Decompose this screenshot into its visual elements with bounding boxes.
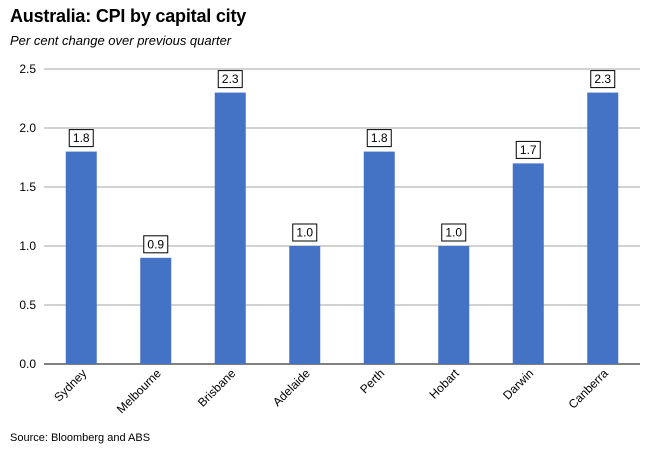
bar-perth xyxy=(363,151,395,364)
bars xyxy=(65,92,619,364)
bar-brisbane xyxy=(214,92,246,364)
data-label-box xyxy=(590,70,616,89)
x-tick-label: Adelaide xyxy=(270,366,313,409)
data-label-text: 0.9 xyxy=(147,237,164,251)
data-label-text: 2.3 xyxy=(222,72,239,86)
data-label: 1.8 xyxy=(68,129,94,148)
data-label-box xyxy=(217,70,243,89)
y-tick-label: 1.5 xyxy=(19,180,36,194)
data-label-box xyxy=(292,223,318,242)
x-tick-label: Sydney xyxy=(51,366,89,404)
bar-sydney xyxy=(65,151,97,364)
data-label: 2.3 xyxy=(590,70,616,89)
data-label: 0.9 xyxy=(143,235,169,254)
data-label: 1.7 xyxy=(515,140,541,159)
x-tick-label: Brisbane xyxy=(195,366,239,410)
y-tick-label: 0.0 xyxy=(19,357,36,371)
data-label-box xyxy=(366,129,392,148)
x-tick-label: Melbourne xyxy=(114,366,164,416)
data-label-box xyxy=(515,140,541,159)
gridlines xyxy=(44,68,640,365)
data-label-box xyxy=(68,129,94,148)
bar-hobart xyxy=(438,246,470,364)
bar-adelaide xyxy=(289,246,321,364)
x-tick-label: Perth xyxy=(357,366,387,396)
bar-canberra xyxy=(587,92,619,364)
data-label: 2.3 xyxy=(217,70,243,89)
data-label: 1.0 xyxy=(292,223,318,242)
chart-subtitle: Per cent change over previous quarter xyxy=(10,33,232,48)
x-tick-label: Darwin xyxy=(500,366,536,402)
data-label-text: 1.0 xyxy=(445,226,462,240)
bar-darwin xyxy=(512,163,544,364)
x-axis-tick-labels: Sydney Melbourne Brisbane Adelaide Perth Hoba… xyxy=(51,366,611,416)
chart-title: Australia: CPI by capital city xyxy=(10,6,247,26)
x-tick-label: Hobart xyxy=(426,366,462,402)
source-note: Source: Bloomberg and ABS xyxy=(10,432,151,444)
y-tick-label: 0.5 xyxy=(19,298,36,312)
y-tick-label: 1.0 xyxy=(19,239,36,253)
data-label-text: 1.8 xyxy=(73,131,90,145)
data-label-text: 2.3 xyxy=(594,72,611,86)
data-label-box xyxy=(143,235,169,254)
y-tick-label: 2.5 xyxy=(19,62,36,76)
data-label: 1.0 xyxy=(441,223,467,242)
data-label-box xyxy=(441,223,467,242)
y-tick-label: 2.0 xyxy=(19,121,36,135)
data-label: 1.8 xyxy=(366,129,392,148)
data-label-text: 1.0 xyxy=(296,226,313,240)
data-labels: 1.8 0.9 2.3 1.0 1.8 1.0 1.7 2.3 xyxy=(68,70,616,254)
x-tick-label: Canberra xyxy=(566,366,612,412)
bar-melbourne xyxy=(140,257,172,364)
data-label-text: 1.8 xyxy=(371,131,388,145)
y-axis-tick-labels: 0.0 0.5 1.0 1.5 2.0 2.5 xyxy=(19,62,36,371)
data-label-text: 1.7 xyxy=(520,143,537,157)
